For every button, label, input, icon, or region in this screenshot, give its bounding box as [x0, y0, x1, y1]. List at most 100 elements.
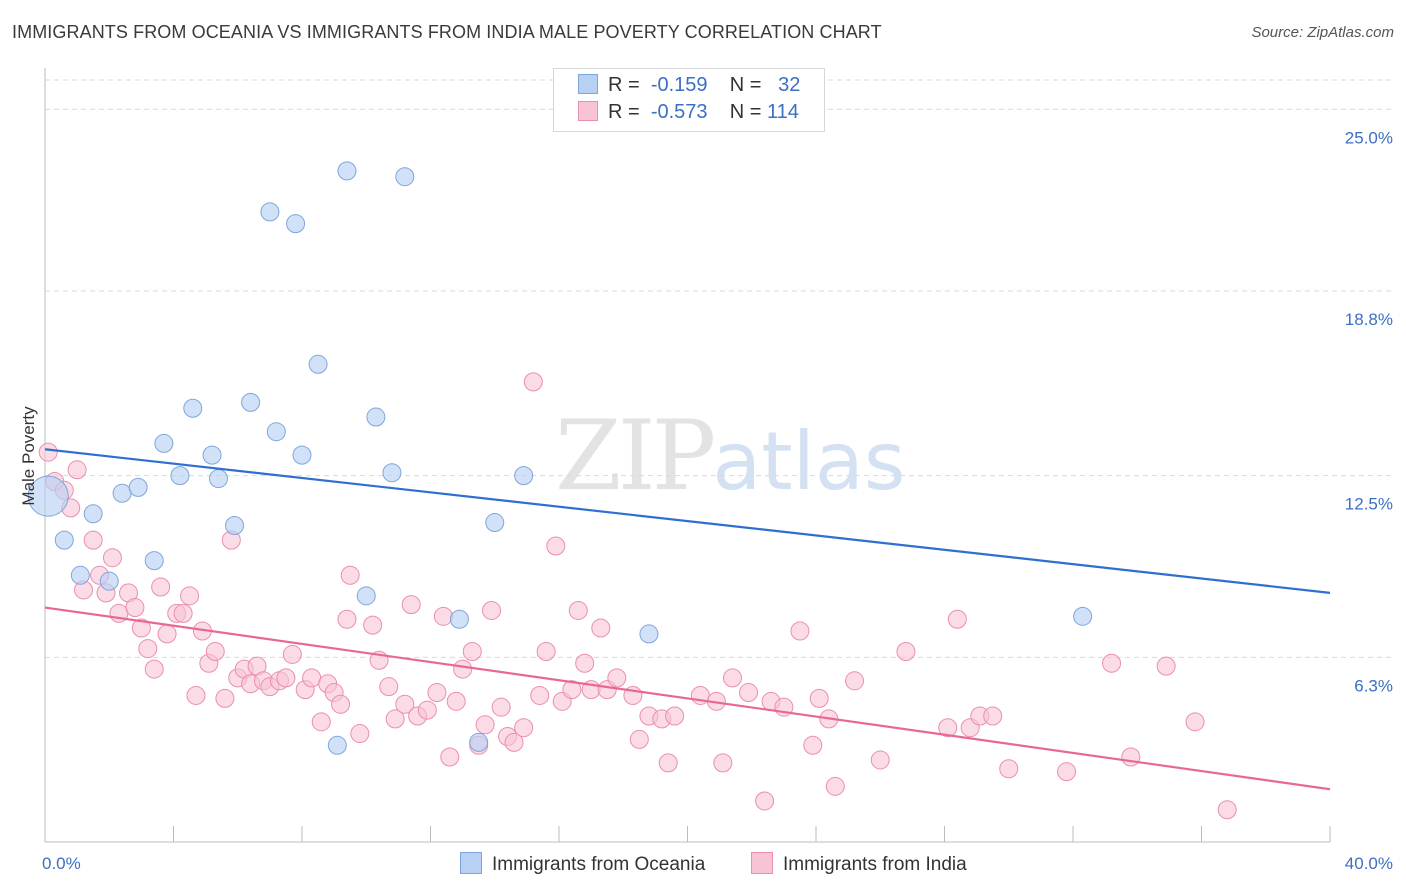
india-point — [350, 724, 370, 744]
india-point — [125, 598, 145, 618]
india-point — [591, 618, 611, 638]
watermark-zip: ZIP — [555, 400, 716, 512]
oceania-point — [260, 202, 280, 222]
india-point — [102, 548, 122, 568]
india-point — [809, 688, 829, 708]
india-point — [311, 712, 331, 732]
y-axis-title: Male Poverty — [19, 406, 38, 506]
india-point — [504, 732, 524, 752]
oceania-point — [225, 515, 245, 535]
r-label: R = — [608, 101, 640, 123]
oceania-point — [337, 161, 357, 181]
axis-labels: 6.3% 12.5% 18.8% 25.0% 0.0% 40.0% Male Poverty — [19, 128, 1393, 873]
oceania-point — [1073, 606, 1093, 626]
legend-row-oceania: R = -0.159 N = 32 — [578, 74, 800, 100]
india-point — [739, 683, 759, 703]
india-point — [482, 600, 502, 620]
oceania-point — [202, 445, 222, 465]
india-point — [790, 621, 810, 641]
india-point — [67, 460, 87, 480]
legend-row-india: R = -0.573 N = 114 — [578, 101, 799, 127]
n-label: N = — [729, 101, 762, 123]
india-point — [665, 706, 685, 726]
oceania-point — [112, 483, 132, 503]
india-point — [363, 615, 383, 635]
y-tick-label: 12.5% — [1345, 495, 1393, 514]
y-tick-label: 25.0% — [1345, 128, 1393, 147]
india-point — [173, 603, 193, 623]
india-point — [658, 753, 678, 773]
x-tick-label: 0.0% — [42, 854, 81, 873]
oceania-point — [639, 624, 659, 644]
india-point — [475, 715, 495, 735]
legend-item-india[interactable]: Immigrants from India — [751, 852, 967, 876]
axes — [44, 68, 1331, 843]
india-point — [186, 685, 206, 705]
india-point — [1102, 653, 1122, 673]
india-point — [433, 606, 453, 626]
oceania-point — [292, 445, 312, 465]
oceania-point — [241, 392, 261, 412]
oceania-point — [449, 609, 469, 629]
india-point — [722, 668, 742, 688]
india-legend-label: Immigrants from India — [783, 854, 967, 875]
oceania-trend-line — [44, 448, 1331, 594]
oceania-point — [128, 477, 148, 497]
chart-title: IMMIGRANTS FROM OCEANIA VS IMMIGRANTS FR… — [12, 22, 882, 42]
india-point — [440, 747, 460, 767]
india-point — [546, 536, 566, 556]
india-point — [1057, 762, 1077, 782]
oceania-point — [83, 504, 103, 524]
india-point — [379, 677, 399, 697]
india-point — [401, 595, 421, 615]
oceania-legend-swatch — [460, 852, 482, 874]
oceania-point — [366, 407, 386, 427]
series-legend: Immigrants from Oceania Immigrants from … — [0, 852, 1406, 878]
india-point — [938, 718, 958, 738]
india-point — [755, 791, 775, 811]
india-point — [536, 642, 556, 661]
india-point — [157, 624, 177, 644]
india-point — [1217, 800, 1237, 820]
india-point — [417, 700, 437, 720]
oceania-swatch — [578, 74, 598, 94]
oceania-point — [286, 214, 306, 234]
india-point — [337, 609, 357, 629]
oceania-point — [327, 735, 347, 755]
oceania-legend-label: Immigrants from Oceania — [492, 854, 706, 875]
india-points — [38, 372, 1237, 820]
oceania-point — [54, 530, 74, 550]
india-point — [514, 718, 534, 738]
oceania-point — [382, 463, 402, 483]
india-point — [999, 759, 1019, 779]
india-point — [331, 694, 351, 714]
india-point — [138, 639, 158, 659]
india-point — [276, 668, 296, 688]
india-point — [629, 729, 649, 749]
oceania-point — [356, 586, 376, 606]
india-point — [1185, 712, 1205, 732]
india-point — [845, 671, 865, 691]
oceania-point — [308, 354, 328, 374]
india-point — [282, 644, 302, 664]
oceania-point — [70, 565, 90, 585]
india-point — [427, 683, 447, 703]
watermark: ZIPatlas — [555, 400, 906, 512]
correlation-legend: R = -0.159 N = 32 R = -0.573 N = 114 — [553, 68, 825, 132]
india-point — [340, 565, 360, 585]
india-point — [302, 668, 322, 688]
n-value: 32 — [778, 74, 801, 96]
india-point — [205, 642, 225, 661]
oceania-point — [99, 571, 119, 591]
oceania-point — [485, 513, 505, 533]
india-point — [607, 668, 627, 688]
oceania-point — [469, 732, 489, 752]
oceania-point — [144, 551, 164, 571]
legend-item-oceania[interactable]: Immigrants from Oceania — [460, 852, 705, 876]
india-point — [491, 697, 511, 717]
india-point — [180, 586, 200, 606]
r-label: R = — [608, 74, 640, 96]
india-trend-line — [44, 606, 1331, 791]
trend-lines — [44, 448, 1331, 791]
